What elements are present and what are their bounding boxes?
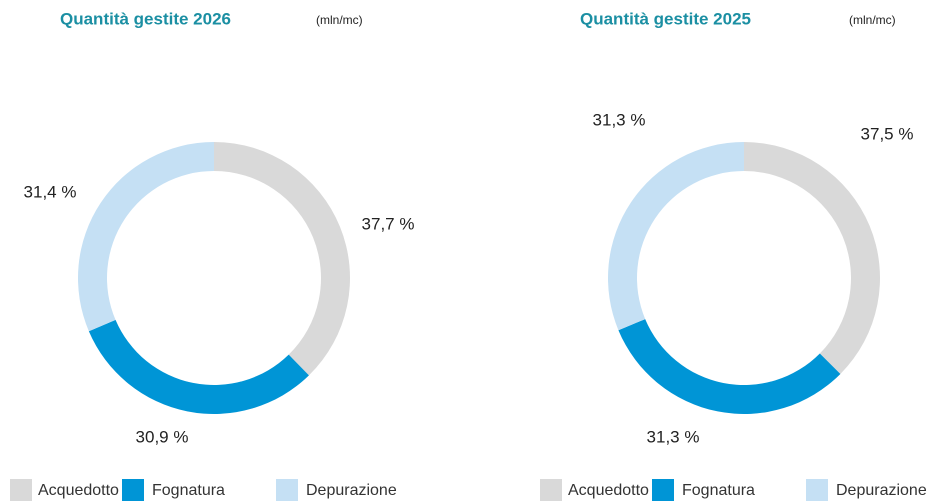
donut-slice [744,142,880,374]
data-label: 37,5 % [861,124,914,143]
legend-label: Acquedotto [568,482,649,499]
legend-label: Depurazione [306,482,397,499]
data-label: 30,9 % [136,427,189,446]
donut-slice [607,142,744,331]
donut-slice [214,142,350,376]
legend-swatch [806,479,828,501]
legend-swatch [10,479,32,501]
data-label: 31,4 % [24,182,77,201]
chart-subtitle: (mln/mc) [316,13,363,27]
legend-swatch [540,479,562,501]
legend-swatch [122,479,144,501]
donut-slice [78,142,214,332]
legend-label: Fognatura [152,482,225,499]
legend-label: Depurazione [836,482,927,499]
donut-slice [88,319,309,414]
data-label: 31,3 % [647,427,700,446]
donut-slice [618,319,841,415]
data-label: 37,7 % [362,214,415,233]
legend-label: Fognatura [682,482,755,499]
chart-title: Quantità gestite 2025 [580,9,751,28]
legend-swatch [652,479,674,501]
chart-title: Quantità gestite 2026 [60,9,231,28]
legend-swatch [276,479,298,501]
data-label: 31,3 % [593,110,646,129]
chart-subtitle: (mln/mc) [849,13,896,27]
legend-label: Acquedotto [38,482,119,499]
